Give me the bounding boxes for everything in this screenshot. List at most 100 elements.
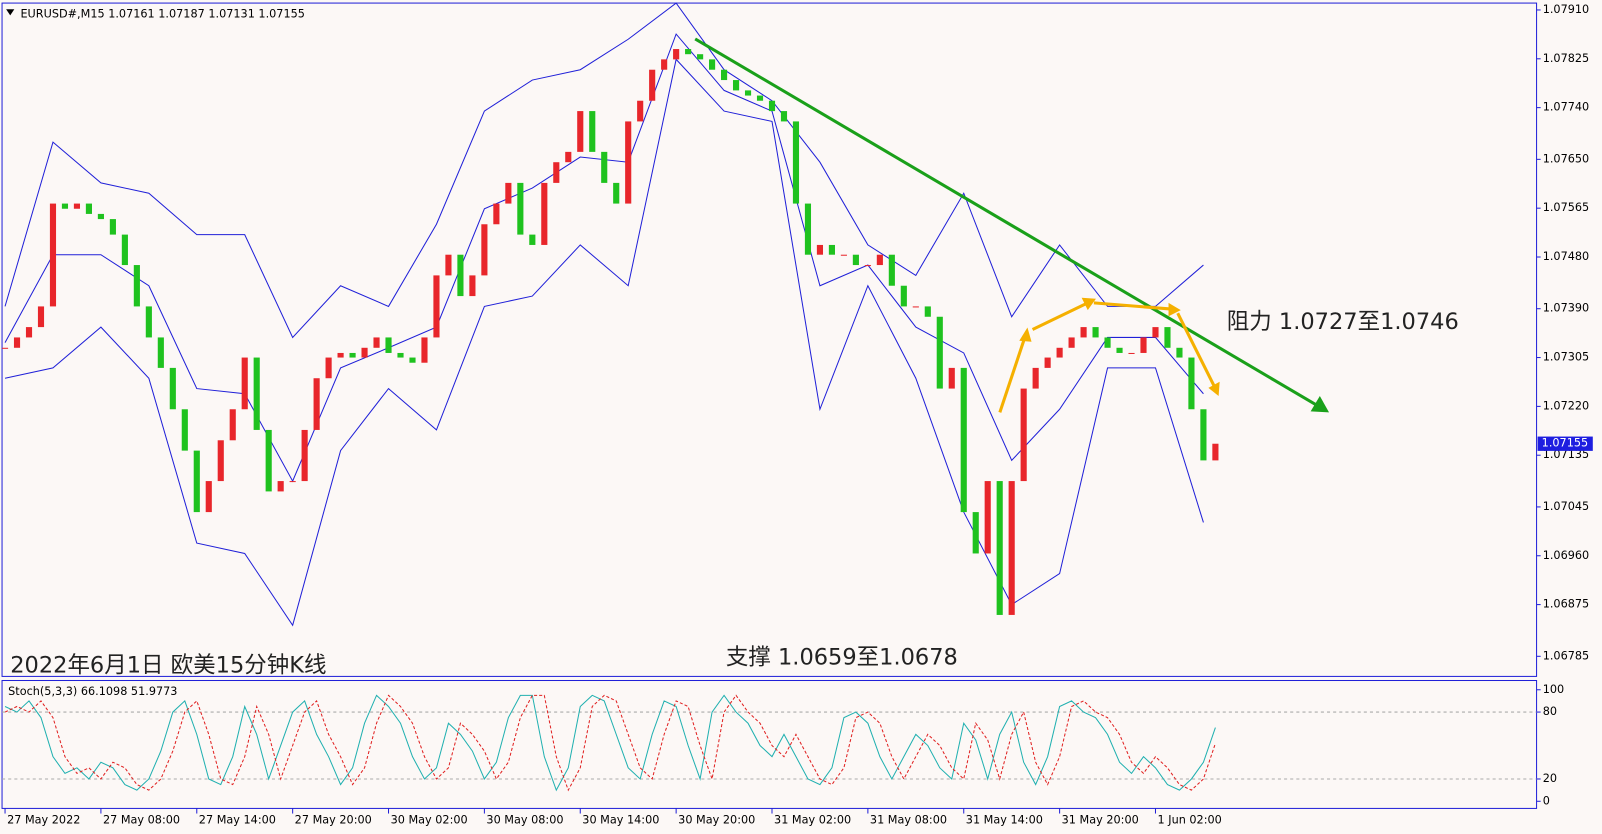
candle xyxy=(205,481,212,513)
y-tick-label: 1.07565 xyxy=(1543,201,1590,214)
candle xyxy=(469,275,476,297)
candle xyxy=(517,182,524,235)
candle xyxy=(900,285,907,307)
y-tick-label: 80 xyxy=(1543,705,1557,718)
candle xyxy=(1008,481,1015,615)
x-tick-label: 30 May 08:00 xyxy=(486,814,563,827)
candle xyxy=(181,409,188,451)
candle xyxy=(589,111,596,152)
candle xyxy=(816,244,824,255)
candle xyxy=(493,203,500,225)
candle xyxy=(385,337,392,353)
candle xyxy=(217,440,224,482)
candle xyxy=(253,357,260,430)
candle xyxy=(373,337,380,348)
candle xyxy=(49,203,57,307)
orange-arrowhead xyxy=(1208,381,1220,397)
stoch-title: Stoch(5,3,3) 66.1098 51.9773 xyxy=(8,685,177,698)
candle xyxy=(876,254,883,266)
y-tick-label: 1.07910 xyxy=(1543,3,1590,16)
candle xyxy=(1200,409,1207,461)
candle xyxy=(25,327,33,338)
candle xyxy=(828,244,835,255)
orange-arrow xyxy=(1031,301,1089,331)
candle xyxy=(613,182,620,204)
candle xyxy=(133,265,140,307)
candle xyxy=(1152,327,1159,338)
candle xyxy=(864,265,871,267)
candle xyxy=(1068,337,1075,348)
candle xyxy=(912,306,919,308)
candle xyxy=(529,234,536,245)
trend-line xyxy=(694,37,1318,407)
x-tick-label: 30 May 14:00 xyxy=(582,814,659,827)
x-tick-label: 30 May 20:00 xyxy=(678,814,755,827)
candle xyxy=(85,203,92,214)
x-tick-label: 31 May 20:00 xyxy=(1062,814,1139,827)
candle xyxy=(457,254,464,297)
candle xyxy=(756,95,764,101)
y-tick-label: 20 xyxy=(1543,772,1557,785)
candle xyxy=(1116,347,1123,353)
y-tick-label: 1.07390 xyxy=(1543,302,1590,315)
orange-arrow xyxy=(998,335,1027,413)
candle xyxy=(780,111,788,122)
support-note: 支撑 1.0659至1.0678 xyxy=(726,644,958,670)
candle xyxy=(936,316,943,389)
y-tick-label: 0 xyxy=(1543,794,1550,807)
candle xyxy=(792,121,800,204)
candle xyxy=(972,512,979,554)
candle xyxy=(1140,337,1147,353)
y-tick-label: 1.07135 xyxy=(1543,448,1590,461)
candle xyxy=(361,347,368,358)
bollinger-upper xyxy=(4,2,1204,339)
candle xyxy=(541,182,548,245)
candle xyxy=(289,481,296,483)
candle xyxy=(1,347,9,349)
x-tick-label: 31 May 14:00 xyxy=(966,814,1043,827)
stoch-line xyxy=(4,694,1216,792)
price-tag-bg xyxy=(1537,436,1593,451)
y-tick-label: 1.07305 xyxy=(1543,351,1590,364)
candle xyxy=(277,481,284,492)
candle xyxy=(553,162,560,183)
x-tick-label: 1 Jun 02:00 xyxy=(1158,814,1222,827)
candle xyxy=(673,49,680,60)
candle xyxy=(1080,327,1087,338)
x-tick-label: 30 May 02:00 xyxy=(391,814,468,827)
candle xyxy=(1020,388,1027,482)
y-tick-label: 1.06960 xyxy=(1543,549,1590,562)
candle xyxy=(984,481,991,554)
orange-arrowhead xyxy=(1081,297,1096,311)
y-tick-label: 1.07480 xyxy=(1543,250,1590,263)
candle xyxy=(265,429,272,492)
candle xyxy=(1104,337,1111,348)
candle xyxy=(1188,357,1195,410)
candle xyxy=(577,111,584,152)
candle xyxy=(409,357,416,363)
candle xyxy=(157,337,164,368)
resistance-note: 阻力 1.0727至1.0746 xyxy=(1227,309,1459,335)
candle xyxy=(445,254,452,276)
candle xyxy=(481,224,488,276)
x-tick-label: 27 May 2022 xyxy=(7,814,80,827)
candle xyxy=(109,219,116,235)
price-tag: 1.07155 xyxy=(1542,437,1589,450)
candle xyxy=(565,151,572,163)
candle xyxy=(241,357,248,410)
candle xyxy=(625,121,632,204)
candle xyxy=(229,409,236,441)
candle xyxy=(301,429,308,482)
candle xyxy=(888,254,895,286)
candle xyxy=(852,254,859,266)
y-tick-label: 1.06875 xyxy=(1543,598,1590,611)
candle xyxy=(685,49,692,55)
candle xyxy=(744,90,752,96)
candle xyxy=(709,59,716,70)
bollinger-lower xyxy=(4,58,1204,627)
candle xyxy=(1044,357,1051,368)
candle xyxy=(649,69,656,101)
